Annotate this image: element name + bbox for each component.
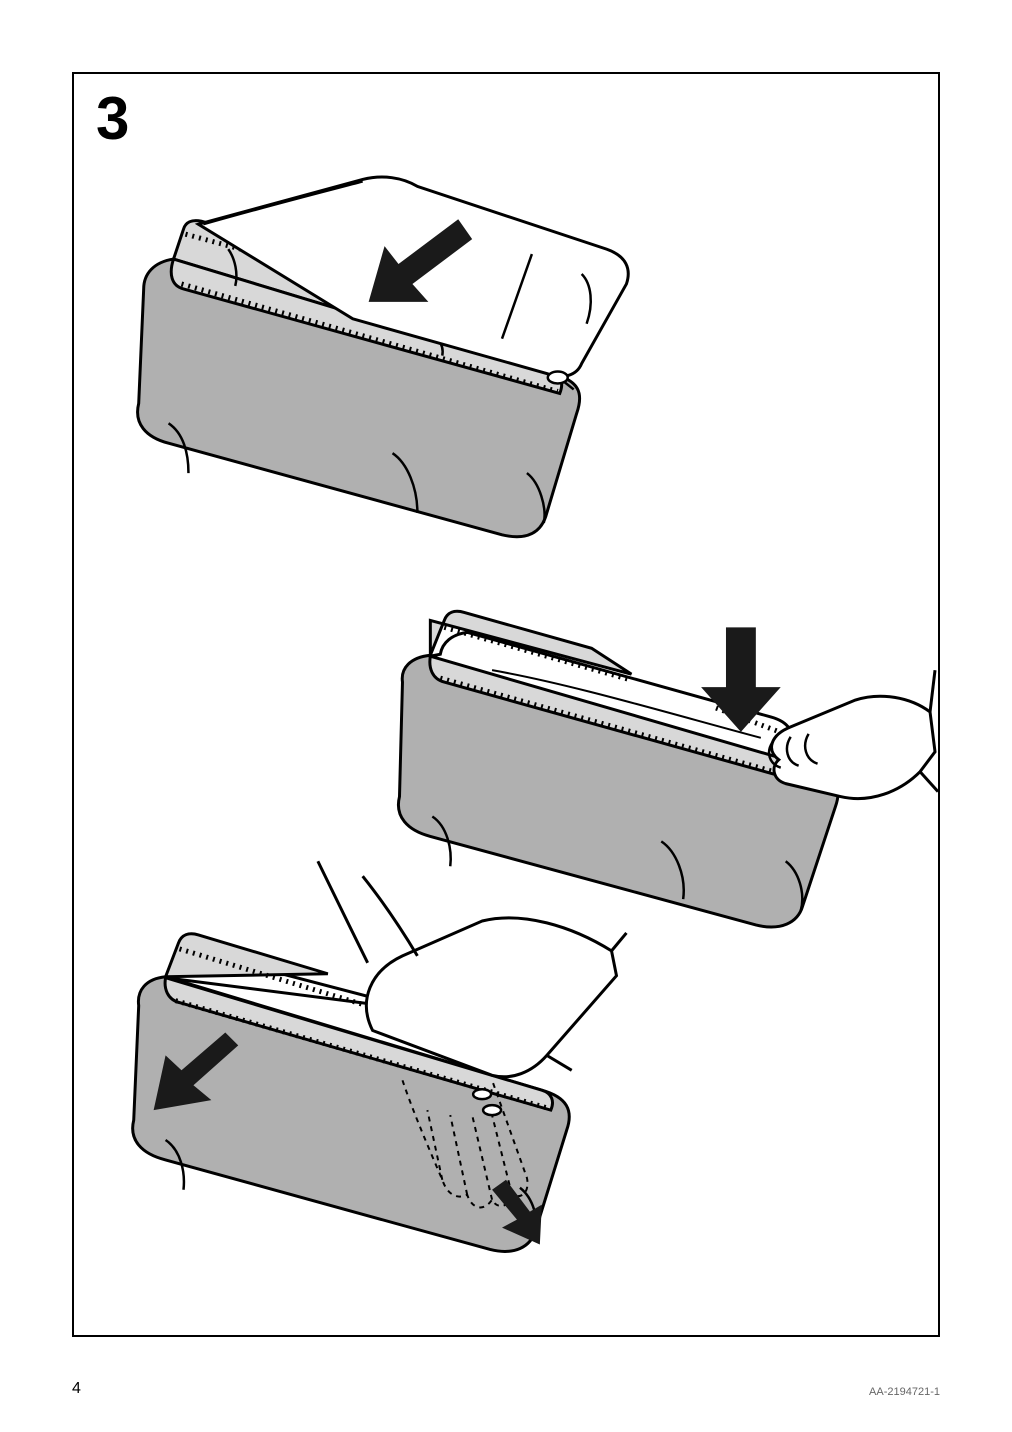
assembly-illustration: [74, 74, 938, 1335]
panel-2: [398, 611, 938, 927]
panel-3: [133, 861, 627, 1251]
panel-1: [138, 177, 629, 537]
document-id: AA-2194721-1: [869, 1386, 940, 1398]
page-number: 4: [72, 1380, 81, 1398]
instruction-frame: 3: [72, 72, 940, 1337]
